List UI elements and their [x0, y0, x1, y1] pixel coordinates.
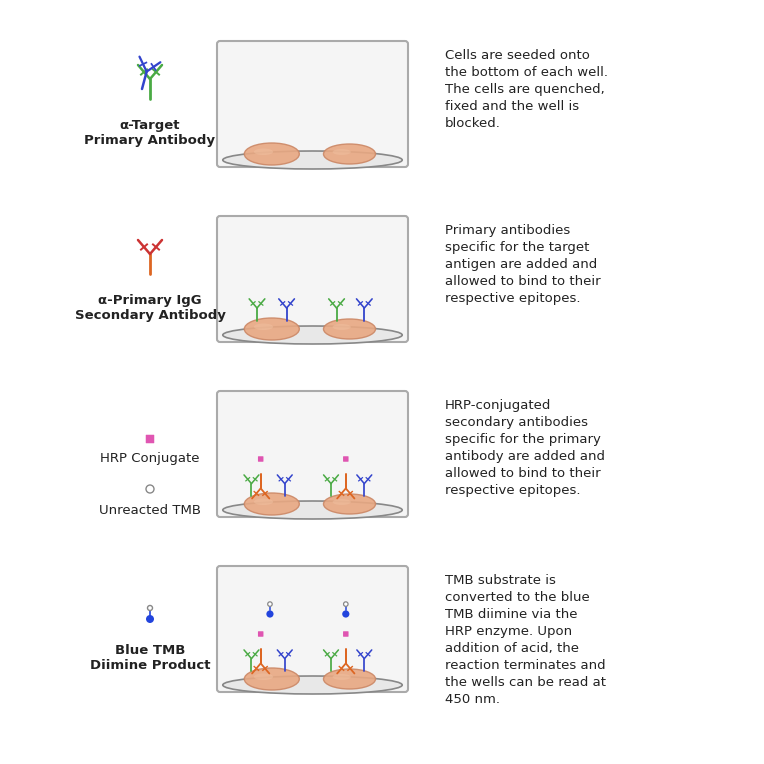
Text: HRP Conjugate: HRP Conjugate — [100, 452, 199, 465]
Ellipse shape — [254, 148, 274, 155]
FancyBboxPatch shape — [217, 391, 408, 517]
Ellipse shape — [332, 149, 351, 155]
Text: α-Target
Primary Antibody: α-Target Primary Antibody — [85, 119, 215, 147]
Ellipse shape — [244, 493, 299, 515]
Circle shape — [147, 606, 153, 610]
Text: Primary antibodies
specific for the target
antigen are added and
allowed to bind: Primary antibodies specific for the targ… — [445, 224, 601, 305]
FancyBboxPatch shape — [217, 41, 408, 167]
FancyBboxPatch shape — [343, 456, 348, 461]
Text: α-Primary IgG
Secondary Antibody: α-Primary IgG Secondary Antibody — [75, 294, 225, 322]
Circle shape — [344, 602, 348, 607]
Circle shape — [267, 610, 274, 617]
FancyBboxPatch shape — [146, 435, 154, 443]
Ellipse shape — [244, 318, 299, 340]
Text: TMB substrate is
converted to the blue
TMB diimine via the
HRP enzyme. Upon
addi: TMB substrate is converted to the blue T… — [445, 574, 606, 706]
Ellipse shape — [244, 668, 299, 690]
Text: Unreacted TMB: Unreacted TMB — [99, 504, 201, 517]
Ellipse shape — [254, 498, 274, 505]
Ellipse shape — [323, 669, 375, 689]
Ellipse shape — [323, 144, 375, 164]
Ellipse shape — [323, 494, 375, 514]
Ellipse shape — [254, 323, 274, 330]
Ellipse shape — [244, 143, 299, 165]
Ellipse shape — [223, 326, 402, 344]
FancyBboxPatch shape — [217, 566, 408, 692]
FancyBboxPatch shape — [343, 631, 348, 636]
FancyBboxPatch shape — [217, 216, 408, 342]
Circle shape — [267, 602, 272, 607]
Ellipse shape — [332, 674, 351, 680]
Ellipse shape — [223, 501, 402, 519]
FancyBboxPatch shape — [258, 631, 264, 636]
Text: Cells are seeded onto
the bottom of each well.
The cells are quenched,
fixed and: Cells are seeded onto the bottom of each… — [445, 49, 608, 130]
Ellipse shape — [223, 676, 402, 694]
FancyBboxPatch shape — [258, 456, 264, 461]
Ellipse shape — [223, 151, 402, 169]
Ellipse shape — [323, 319, 375, 339]
Circle shape — [146, 615, 154, 623]
Text: HRP-conjugated
secondary antibodies
specific for the primary
antibody are added : HRP-conjugated secondary antibodies spec… — [445, 399, 605, 497]
Ellipse shape — [332, 324, 351, 330]
Text: Blue TMB
Diimine Product: Blue TMB Diimine Product — [89, 644, 210, 672]
Circle shape — [342, 610, 349, 617]
Ellipse shape — [254, 674, 274, 680]
Ellipse shape — [332, 499, 351, 505]
Circle shape — [146, 485, 154, 493]
